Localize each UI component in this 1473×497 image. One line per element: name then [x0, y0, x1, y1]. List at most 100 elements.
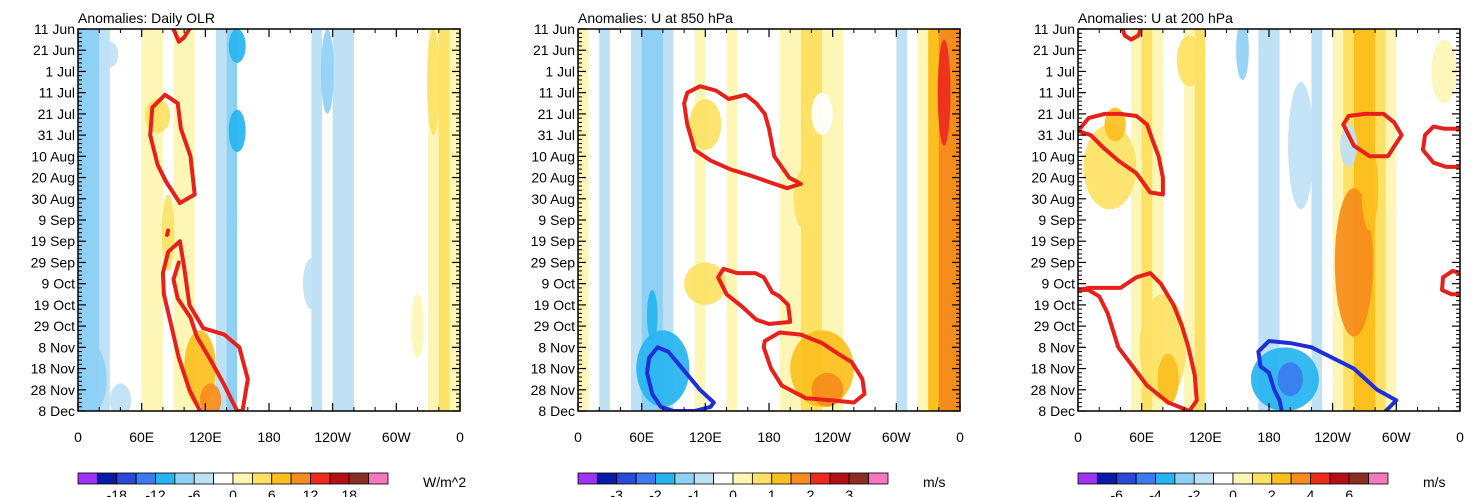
x-tick-label: 0: [574, 429, 582, 445]
field-band: [1141, 29, 1153, 411]
field-blob: [226, 207, 238, 233]
x-tick-label: 60W: [1382, 429, 1412, 445]
field-band: [1152, 29, 1164, 411]
colorbar-label: 2: [1268, 487, 1276, 497]
y-tick-label: 1 Jul: [545, 63, 575, 79]
field-band: [237, 29, 249, 411]
field-band: [737, 29, 749, 411]
field-band: [652, 29, 664, 411]
colorbar-swatch: [251, 472, 273, 485]
colorbar-label: 0: [229, 487, 237, 497]
field-band: [141, 29, 153, 411]
field-band: [1300, 29, 1313, 411]
y-tick-label: 11 Jul: [1039, 85, 1075, 101]
field-band: [906, 29, 919, 411]
field-band: [843, 29, 855, 411]
field-band: [353, 29, 366, 411]
panel-1-field: [78, 29, 460, 411]
field-band: [194, 29, 206, 411]
colorbar-swatch: [732, 472, 753, 485]
field-band: [205, 29, 217, 411]
field-band: [715, 29, 728, 411]
colorbar-swatch: [116, 472, 137, 485]
field-blob: [649, 175, 660, 201]
colorbar-label: 4: [1307, 487, 1315, 497]
y-tick-label: 28 Nov: [31, 382, 75, 398]
field-band: [822, 29, 834, 411]
x-tick-label: 60W: [382, 429, 412, 445]
y-tick-label: 30 Aug: [531, 191, 575, 207]
field-band: [1438, 29, 1450, 411]
panel-title: Anomalies: Daily OLR: [78, 10, 215, 26]
colorbar-swatch: [751, 472, 773, 485]
y-tick-label: 21 Jun: [33, 42, 75, 58]
y-tick-label: 19 Sep: [531, 233, 576, 249]
colorbar-swatch: [310, 472, 331, 485]
y-tick-label: 11 Jul: [39, 85, 75, 101]
x-tick-label: 60W: [882, 429, 912, 445]
field-band: [385, 29, 397, 411]
field-blob: [302, 258, 320, 310]
field-blob: [109, 383, 132, 411]
y-tick-label: 19 Sep: [31, 233, 76, 249]
field-band: [269, 29, 281, 411]
field-band: [88, 29, 100, 411]
field-band: [1205, 29, 1217, 411]
colorbar-swatch: [1213, 472, 1234, 485]
field-blob: [689, 99, 722, 150]
y-tick-label: 19 Sep: [1031, 233, 1076, 249]
y-tick-label: 21 Jun: [1033, 42, 1075, 58]
y-tick-label: 31 Jul: [538, 127, 575, 143]
colorbar-swatch: [1174, 472, 1195, 485]
field-band: [184, 29, 196, 411]
x-tick-label: 180: [257, 429, 281, 445]
y-tick-label: 19 Oct: [534, 297, 575, 313]
y-tick-label: 11 Jun: [1034, 21, 1075, 37]
y-tick-label: 18 Nov: [1031, 361, 1075, 377]
field-band: [1109, 29, 1122, 411]
colorbar-label: 1: [768, 487, 776, 497]
y-tick-label: 9 Sep: [38, 212, 75, 228]
field-band: [1247, 29, 1259, 411]
field-band: [1099, 29, 1111, 411]
colorbar-label: -1: [688, 487, 701, 497]
colorbar-label: -4: [1149, 487, 1162, 497]
colorbar-label: 18: [341, 487, 357, 497]
y-tick-label: 8 Nov: [538, 339, 575, 355]
field-band: [1417, 29, 1429, 411]
colorbar-swatch: [1290, 472, 1311, 485]
colorbar-swatch: [771, 472, 792, 485]
colorbar-label: 0: [729, 487, 737, 497]
y-tick-label: 9 Sep: [1038, 212, 1075, 228]
colorbar-label: -12: [145, 487, 165, 497]
y-tick-label: 28 Nov: [1031, 382, 1075, 398]
field-band: [1258, 29, 1270, 411]
colorbar-swatch: [155, 472, 176, 485]
colorbar-label: -2: [649, 487, 662, 497]
field-band: [928, 29, 940, 411]
colorbar-swatch: [635, 472, 656, 485]
y-tick-label: 31 Jul: [1038, 127, 1075, 143]
field-band: [428, 29, 440, 411]
colorbar-swatch: [96, 472, 118, 485]
field-band: [109, 29, 122, 411]
colorbar: -18 -12 -6 0 6 12 18 W/m^2: [77, 472, 466, 497]
field-band: [258, 29, 270, 411]
colorbar-swatch: [271, 472, 292, 485]
colorbar-label: -18: [107, 487, 127, 497]
y-tick-label: 30 Aug: [1031, 191, 1075, 207]
colorbar-swatch: [577, 472, 598, 485]
y-tick-label: 20 Aug: [31, 170, 75, 186]
y-tick-label: 1 Jul: [45, 63, 75, 79]
colorbar-swatch: [1348, 472, 1370, 485]
colorbar: -3 -2 -1 0 1 2 3 m/s: [577, 472, 946, 497]
field-band: [1311, 29, 1323, 411]
y-tick-label: 30 Aug: [31, 191, 75, 207]
colorbar-label: -3: [611, 487, 624, 497]
field-band: [673, 29, 685, 411]
field-band: [684, 29, 696, 411]
y-tick-label: 21 Jun: [533, 42, 575, 58]
y-tick-label: 11 Jun: [534, 21, 575, 37]
y-tick-label: 10 Aug: [31, 148, 75, 164]
x-tick-label: 0: [1456, 429, 1464, 445]
